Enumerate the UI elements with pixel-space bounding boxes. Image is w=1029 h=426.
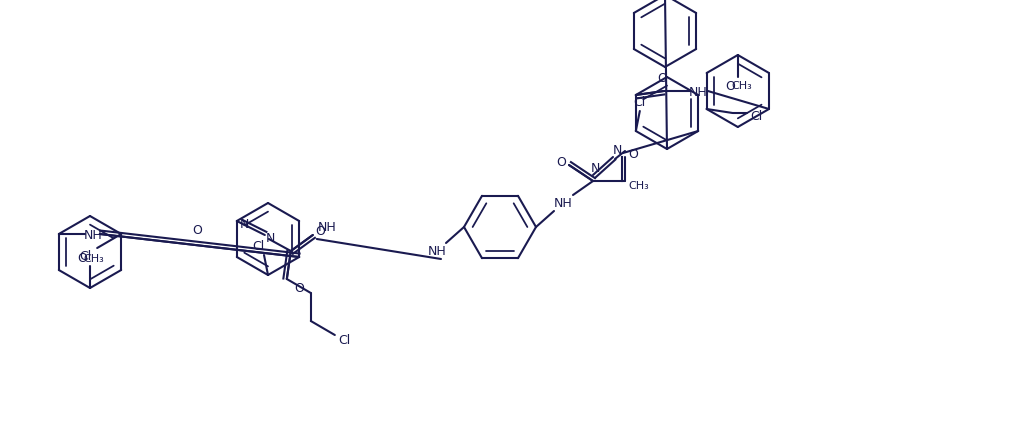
- Text: O: O: [657, 71, 667, 84]
- Text: O: O: [556, 155, 566, 168]
- Text: Cl: Cl: [339, 334, 351, 347]
- Text: Cl: Cl: [252, 240, 264, 253]
- Text: CH₃: CH₃: [629, 181, 649, 190]
- Text: NH: NH: [688, 86, 707, 99]
- Text: NH: NH: [83, 229, 102, 242]
- Text: Cl: Cl: [634, 96, 646, 109]
- Text: NH: NH: [318, 221, 336, 234]
- Text: N: N: [612, 143, 622, 156]
- Text: N: N: [240, 218, 249, 231]
- Text: CH₃: CH₃: [83, 253, 104, 263]
- Text: CH₃: CH₃: [732, 81, 752, 91]
- Text: O: O: [77, 252, 86, 265]
- Text: O: O: [294, 281, 304, 294]
- Text: O: O: [628, 147, 638, 160]
- Text: O: O: [315, 225, 325, 238]
- Text: N: N: [267, 232, 276, 245]
- Text: O: O: [724, 79, 735, 92]
- Text: NH: NH: [428, 245, 447, 258]
- Text: NH: NH: [554, 197, 572, 210]
- Text: Cl: Cl: [79, 250, 92, 263]
- Text: Cl: Cl: [750, 110, 762, 123]
- Text: O: O: [192, 224, 203, 236]
- Text: N: N: [591, 161, 600, 174]
